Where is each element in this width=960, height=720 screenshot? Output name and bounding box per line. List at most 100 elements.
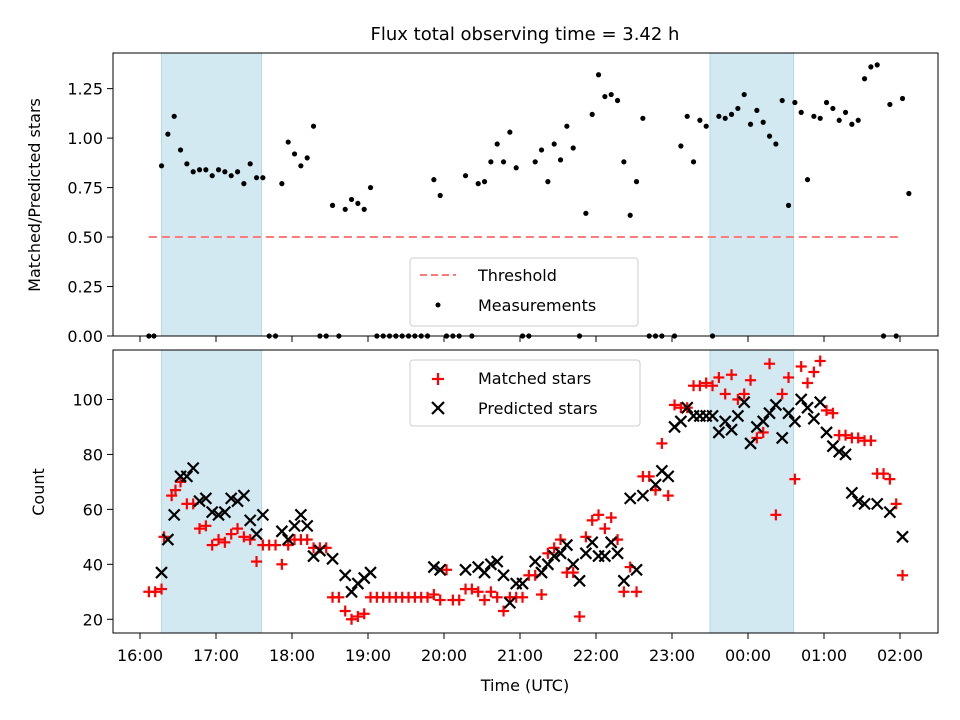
measurement-point: [222, 169, 228, 175]
matched-point: [213, 534, 225, 546]
measurement-point: [171, 113, 177, 119]
matched-point: [821, 404, 833, 416]
predicted-point: [490, 555, 504, 568]
matched-point: [466, 583, 478, 595]
predicted-point: [313, 544, 327, 557]
predicted-point: [851, 494, 865, 508]
predicted-point: [484, 558, 498, 571]
measurement-point: [716, 113, 722, 119]
predicted-point: [725, 423, 738, 436]
matched-point: [472, 586, 484, 598]
measurement-point: [177, 147, 184, 153]
measurement-point: [260, 175, 266, 181]
predicted-point: [250, 527, 263, 541]
measurement-point: [158, 163, 165, 169]
measurement-point: [507, 129, 513, 135]
matched-point: [878, 468, 890, 480]
matched-point: [244, 534, 256, 546]
measurement-point: [367, 184, 374, 191]
matched-point: [206, 539, 218, 551]
legend-threshold-label: Threshold: [477, 266, 557, 285]
measurement-point: [855, 117, 861, 123]
matched-point: [789, 473, 801, 485]
matched-point: [707, 380, 719, 392]
measurement-point: [703, 123, 709, 129]
measurement-point: [817, 115, 823, 121]
measurement-point: [545, 179, 551, 185]
measurement-point: [874, 62, 880, 68]
predicted-point: [794, 393, 808, 406]
matched-point: [897, 569, 909, 581]
x-ticks-top: [139, 336, 901, 342]
matched-point: [745, 374, 757, 386]
x-tick-label: 20:00: [421, 646, 467, 665]
matched-point: [865, 435, 877, 447]
predicted-point: [300, 519, 314, 533]
matched-point: [618, 586, 630, 598]
matched-point: [567, 567, 579, 579]
predicted-point: [598, 549, 612, 563]
measurement-point: [804, 177, 811, 183]
measurement-point: [633, 179, 640, 185]
matched-point: [751, 432, 763, 444]
measurement-point: [564, 123, 570, 129]
shaded-window-1: [161, 53, 262, 336]
y-tick-label: 0.75: [67, 179, 103, 198]
matched-point: [491, 591, 503, 603]
predicted-point: [617, 574, 631, 588]
predicted-point: [737, 395, 751, 409]
predicted-point: [896, 530, 909, 544]
predicted-point: [193, 494, 206, 508]
measurement-point: [899, 95, 906, 102]
matched-point: [840, 429, 852, 441]
measurement-point: [621, 159, 627, 165]
matched-point: [251, 556, 263, 568]
y-ticks-top: 0.00 0.25 0.50 0.75 1.00 1.25: [67, 80, 113, 346]
measurement-point: [684, 113, 690, 119]
measurement-point: [583, 210, 589, 216]
measurement-point: [329, 202, 336, 208]
measurement-point: [253, 175, 260, 181]
matched-point: [149, 586, 161, 598]
matched-point: [631, 586, 643, 598]
predicted-point: [199, 492, 213, 505]
measurement-point: [475, 181, 481, 187]
matched-point: [726, 369, 738, 381]
x-tick-label: 02:00: [877, 646, 923, 665]
predicted-point: [180, 470, 194, 483]
y-ticks-bottom: 20 40 60 80 100: [72, 390, 113, 629]
legend-bottom: Matched stars Predicted stars: [409, 359, 641, 427]
legend-predicted-swatch: [431, 401, 445, 415]
measurement-point: [697, 117, 703, 123]
predicted-point: [674, 415, 688, 428]
predicted-point: [186, 461, 200, 475]
measurement-point: [614, 97, 621, 104]
measurement-point: [291, 151, 298, 157]
predicted-point: [611, 547, 624, 560]
measurement-point: [608, 91, 614, 98]
matched-point: [194, 523, 206, 535]
measurement-point: [760, 119, 766, 125]
predicted-stars-series: [155, 393, 909, 610]
x-tick-label: 16:00: [117, 646, 163, 665]
measurement-point: [215, 167, 222, 173]
predicted-point: [573, 574, 586, 588]
matched-point: [333, 591, 345, 603]
predicted-point: [541, 558, 555, 571]
predicted-point: [275, 525, 289, 538]
predicted-point: [433, 563, 447, 577]
shaded-window-1: [161, 350, 262, 633]
matched-point: [770, 509, 782, 521]
measurement-point: [823, 99, 830, 106]
measurement-point: [488, 159, 494, 165]
measurement-point: [348, 196, 355, 203]
predicted-point: [832, 445, 846, 458]
matched-point: [662, 490, 674, 502]
predicted-point: [731, 409, 745, 423]
predicted-point: [503, 596, 517, 610]
ratio-panel: 0.00 0.25 0.50 0.75 1.00 1.25 Flux total obse…: [25, 24, 939, 346]
measurement-point: [722, 115, 728, 121]
predicted-point: [756, 415, 770, 428]
predicted-point: [560, 538, 574, 552]
measurement-point: [494, 141, 500, 147]
